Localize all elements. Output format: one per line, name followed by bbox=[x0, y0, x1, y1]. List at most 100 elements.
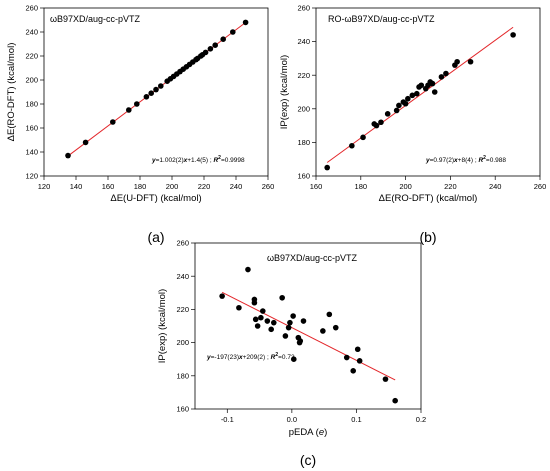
data-point bbox=[282, 333, 289, 339]
data-point bbox=[82, 139, 89, 146]
data-point bbox=[393, 107, 400, 114]
data-point bbox=[219, 293, 225, 299]
data-point bbox=[242, 19, 249, 26]
data-point bbox=[212, 42, 218, 48]
chart-title: RO-ωB97XD/aug-cc-pVTZ bbox=[328, 14, 435, 24]
plot-frame bbox=[315, 7, 541, 177]
data-point bbox=[268, 326, 274, 333]
y-axis-label: IP(exp) (kcal/mol) bbox=[157, 289, 168, 363]
data-point bbox=[65, 152, 71, 159]
y-tick-label: 180 bbox=[25, 100, 38, 109]
x-axis-label: ΔE(RO-DFT) (kcal/mol) bbox=[379, 193, 478, 204]
y-tick-label: 140 bbox=[25, 148, 38, 157]
data-point bbox=[230, 29, 236, 35]
x-tick-label: 260 bbox=[534, 182, 547, 191]
data-point bbox=[443, 70, 449, 77]
fit-equation: y=-197(23)x+209(2) ; R2=0.73 bbox=[206, 352, 295, 361]
data-point bbox=[290, 356, 297, 363]
data-point bbox=[378, 119, 384, 126]
x-tick-label: 0.1 bbox=[351, 415, 361, 424]
data-point bbox=[405, 95, 411, 102]
data-point bbox=[285, 324, 292, 331]
data-point bbox=[158, 83, 164, 89]
data-point bbox=[264, 318, 271, 324]
panel-a: 120 140 160 180 200 220 240 260 120 140 160 180 200 2… bbox=[6, 4, 274, 245]
y-tick-label: 220 bbox=[297, 71, 310, 80]
data-point bbox=[350, 368, 357, 374]
data-point bbox=[429, 80, 436, 87]
fit-line bbox=[221, 291, 396, 381]
y-tick-label: 160 bbox=[297, 172, 310, 181]
data-point bbox=[510, 32, 516, 38]
data-point bbox=[414, 90, 420, 97]
panel-b: 160 180 200 220 240 260 160 180 200 220 240 260 RO-ω… bbox=[279, 4, 546, 245]
y-tick-label: 180 bbox=[297, 138, 310, 147]
x-tick-label: 220 bbox=[444, 182, 457, 191]
data-point bbox=[251, 299, 258, 306]
data-point bbox=[402, 100, 409, 107]
x-tick-label: 120 bbox=[38, 182, 51, 191]
y-tick-label: 240 bbox=[176, 272, 189, 281]
data-point bbox=[287, 319, 293, 326]
data-point bbox=[392, 397, 398, 404]
x-tick-label: 200 bbox=[399, 182, 412, 191]
y-tick-label: 200 bbox=[25, 76, 38, 85]
data-point bbox=[324, 164, 331, 171]
plot-frame bbox=[194, 242, 422, 410]
x-tick-label: 160 bbox=[310, 182, 323, 191]
data-point bbox=[270, 319, 277, 326]
data-point bbox=[418, 82, 425, 89]
data-point bbox=[396, 102, 402, 109]
data-point bbox=[332, 324, 339, 331]
y-axis-label: IP(exp) (kcal/mol) bbox=[279, 55, 290, 129]
y-tick-label: 160 bbox=[176, 405, 189, 414]
x-tick-label: 240 bbox=[489, 182, 502, 191]
fit-line bbox=[326, 26, 514, 163]
x-axis-label: ΔE(U-DFT) (kcal/mol) bbox=[110, 193, 201, 204]
y-tick-label: 180 bbox=[176, 371, 189, 380]
x-axis-label: pEDA (e) bbox=[289, 427, 328, 438]
x-tick-label: 0.2 bbox=[416, 415, 426, 424]
data-point bbox=[300, 318, 307, 324]
data-point bbox=[220, 36, 226, 42]
y-tick-label: 260 bbox=[25, 4, 38, 13]
data-point bbox=[382, 376, 389, 382]
y-tick-label: 260 bbox=[297, 4, 310, 13]
data-point bbox=[245, 266, 251, 273]
data-point bbox=[320, 328, 326, 334]
panel-label: (c) bbox=[300, 452, 316, 468]
x-tick-label: 180 bbox=[355, 182, 368, 191]
data-point bbox=[326, 311, 333, 318]
y-tick-label: 160 bbox=[25, 124, 38, 133]
x-tick-label: 240 bbox=[230, 182, 243, 191]
data-point bbox=[343, 354, 350, 361]
fit-equation: y=0.97(2)x+8(4) ; R2=0.988 bbox=[425, 155, 506, 164]
chart-title: ωB97XD/aug-cc-pVTZ bbox=[50, 14, 141, 24]
x-tick-label: 180 bbox=[134, 182, 147, 191]
data-point bbox=[354, 346, 361, 353]
y-tick-label: 200 bbox=[297, 104, 310, 113]
y-tick-label: 240 bbox=[297, 37, 310, 46]
data-point bbox=[153, 86, 159, 93]
data-point bbox=[134, 101, 140, 107]
data-point bbox=[202, 49, 209, 56]
y-tick-label: 220 bbox=[176, 305, 189, 314]
data-point bbox=[356, 358, 363, 364]
data-point bbox=[431, 89, 438, 95]
x-tick-label: -0.1 bbox=[221, 415, 234, 424]
data-point bbox=[126, 107, 132, 113]
data-point bbox=[279, 294, 285, 301]
data-point bbox=[290, 313, 296, 319]
chart-title: ωB97XD/aug-cc-pVTZ bbox=[267, 253, 358, 263]
x-tick-label: 160 bbox=[102, 182, 115, 191]
data-point bbox=[207, 46, 214, 52]
data-point bbox=[384, 111, 391, 117]
data-point bbox=[258, 314, 264, 321]
y-tick-label: 220 bbox=[25, 52, 38, 61]
y-tick-label: 120 bbox=[25, 172, 38, 181]
y-tick-label: 260 bbox=[176, 239, 189, 248]
data-point bbox=[252, 316, 259, 323]
data-point bbox=[110, 119, 116, 125]
data-point bbox=[409, 92, 416, 99]
